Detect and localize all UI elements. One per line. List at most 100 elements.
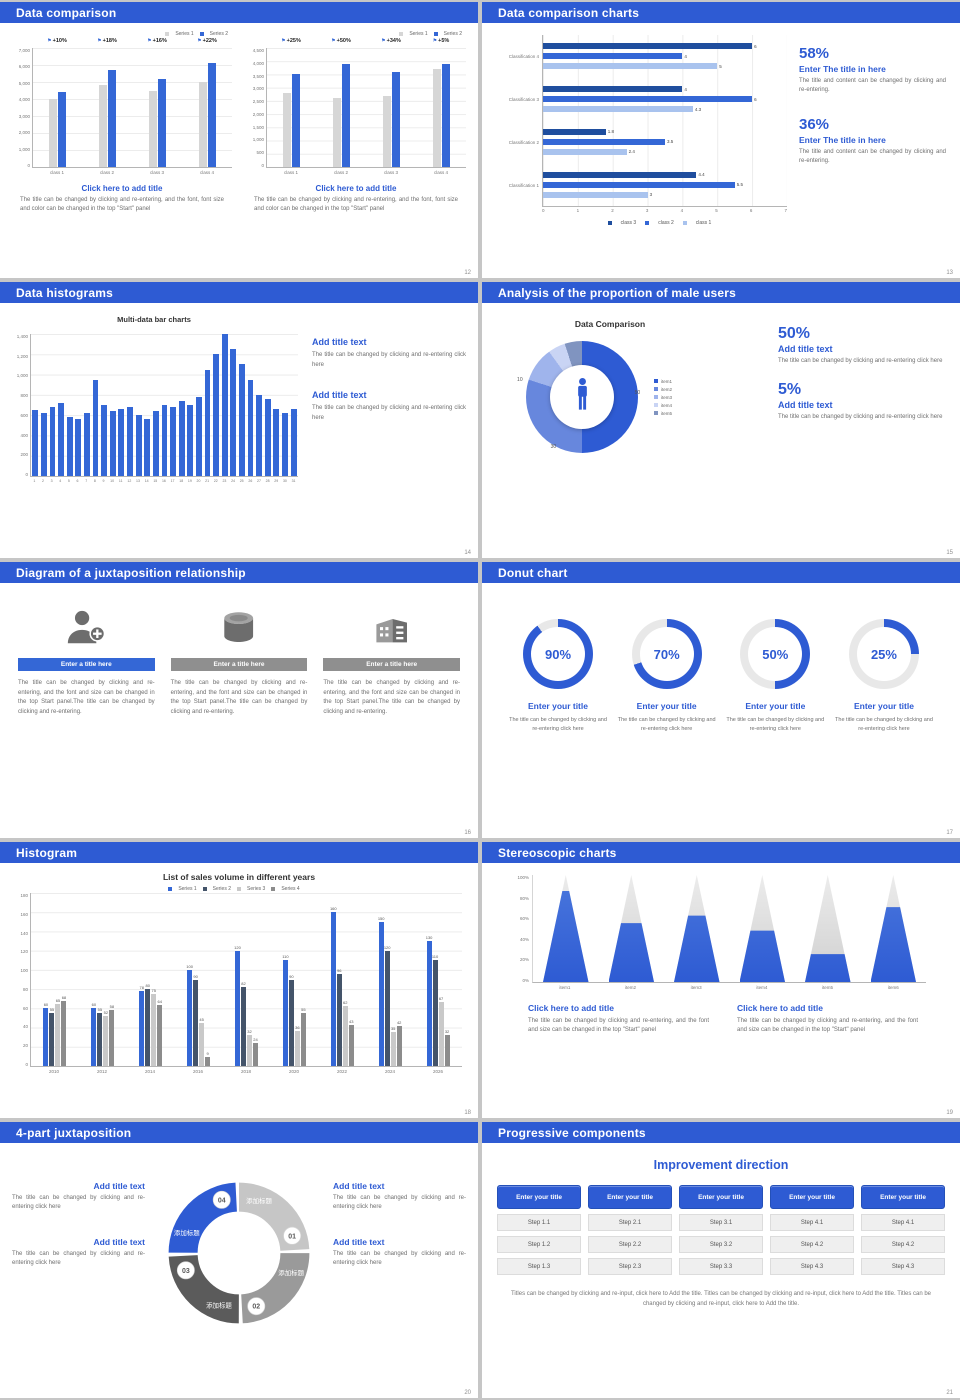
block-title[interactable]: Click here to add title xyxy=(737,1003,823,1013)
step-item[interactable]: Step 4.2 xyxy=(770,1236,854,1253)
block-title[interactable]: Add title text xyxy=(778,399,833,410)
cone-chart[interactable]: 100% 80% 60% 40% 20% 0% item1 item2 item3 item4 it… xyxy=(510,875,926,993)
enter-title-button[interactable]: Enter your title xyxy=(588,1185,672,1209)
block-body[interactable]: The title can be changed by clicking and… xyxy=(333,1195,466,1211)
cone xyxy=(739,875,785,982)
block-body[interactable]: The title can be changed by clicking and… xyxy=(254,197,458,213)
step-item[interactable]: Step 1.3 xyxy=(497,1258,581,1275)
gauge-ring[interactable]: 25% xyxy=(848,619,919,689)
grouped-column-chart[interactable]: Series 1 Series 2 Series 3 Series 4 180 160 14… xyxy=(10,884,462,1076)
block-title[interactable]: Enter The title in here xyxy=(799,64,886,74)
block-body[interactable]: The title can be changed by clicking and… xyxy=(333,1250,466,1266)
block-title[interactable]: Enter your title xyxy=(636,701,697,711)
slide-19-stereoscopic-charts[interactable]: Stereoscopic charts 100% 80% 60% 40% 20% 0% it… xyxy=(482,842,960,1118)
block-title[interactable]: Click here to add title xyxy=(528,1003,614,1013)
step-item[interactable]: Step 3.2 xyxy=(679,1236,763,1253)
block-title[interactable]: Add title text xyxy=(93,1181,145,1191)
step-item[interactable]: Step 1.1 xyxy=(497,1214,581,1231)
block-title[interactable]: Add title text xyxy=(312,337,367,347)
axis-tick: 200 xyxy=(20,452,28,458)
block-body[interactable]: The title and content can be changed by … xyxy=(799,78,946,94)
block-body[interactable]: The title can be changed by clicking and… xyxy=(323,680,461,716)
chart-title[interactable]: List of sales volume in different years xyxy=(162,872,316,882)
block-body[interactable]: The title can be changed by clicking and… xyxy=(18,680,155,716)
step-item[interactable]: Step 4.1 xyxy=(861,1214,945,1231)
slide-18-histogram[interactable]: Histogram List of sales volume in differ… xyxy=(0,842,478,1118)
block-title[interactable]: Enter your title xyxy=(745,701,806,711)
stat-percent[interactable]: 36% xyxy=(799,115,830,133)
step-item[interactable]: Step 4.2 xyxy=(861,1236,945,1253)
grouped-bar-chart-1[interactable]: Series 1 Series 2 7,000 6,000 5,000 4,000 3,00… xyxy=(12,29,232,177)
stat-percent[interactable]: 5% xyxy=(778,380,802,398)
axis-tick: 1,200 xyxy=(16,353,28,359)
title-bar[interactable]: Enter a title here xyxy=(323,658,461,671)
enter-title-button[interactable]: Enter your title xyxy=(861,1185,945,1209)
block-body[interactable]: The title can be changed by clicking and… xyxy=(528,1018,709,1034)
slide-20-4-part-juxtaposition[interactable]: 4-part juxtaposition Add title text The … xyxy=(0,1122,478,1398)
enter-title-button[interactable]: Enter your title xyxy=(679,1185,763,1209)
chart-title[interactable]: Data Comparison xyxy=(574,319,646,329)
slide-21-progressive-components[interactable]: Progressive components Improvement direc… xyxy=(482,1122,960,1398)
block-body[interactable]: The title can be changed by clicking and… xyxy=(726,717,825,732)
grouped-bar-chart-2[interactable]: Series 1 Series 2 4,500 4,000 3,500 3,000 2,50… xyxy=(246,29,466,177)
step-item[interactable]: Step 3.1 xyxy=(679,1214,763,1231)
block-body[interactable]: The title can be changed by clicking and… xyxy=(170,680,308,716)
enter-title-button[interactable]: Enter your title xyxy=(497,1185,581,1209)
block-title[interactable]: Enter your title xyxy=(528,701,588,711)
footnote-text[interactable]: Titles can be changed by clicking and re… xyxy=(510,1291,931,1307)
title-bar[interactable]: Enter a title here xyxy=(18,658,155,671)
slide-title: Donut chart xyxy=(498,565,568,580)
block-body[interactable]: The title can be changed by clicking and… xyxy=(835,717,933,732)
section-heading[interactable]: Improvement direction xyxy=(653,1158,789,1172)
bar-group: 150 120 35 42 xyxy=(366,893,414,1066)
enter-title-button[interactable]: Enter your title xyxy=(770,1185,854,1209)
gauge-ring[interactable]: 70% xyxy=(631,619,702,689)
step-item[interactable]: Step 2.3 xyxy=(588,1258,672,1275)
segmented-ring-diagram[interactable]: 添加标题 01 添加标题 02 添加标题 03 添加标题 04 xyxy=(153,1167,325,1339)
block-title[interactable]: Enter your title xyxy=(853,701,914,711)
slide-17-donut-chart[interactable]: Donut chart 90% Enter your title The title… xyxy=(482,562,960,838)
block-title[interactable]: Add title text xyxy=(93,1236,145,1247)
step-item[interactable]: Step 2.2 xyxy=(588,1236,672,1253)
title-bar[interactable]: Enter a title here xyxy=(170,658,308,671)
block-body[interactable]: The title can be changed by clicking and… xyxy=(12,1250,145,1266)
stat-percent[interactable]: 58% xyxy=(799,45,830,62)
block-body[interactable]: The title can be changed by clicking and… xyxy=(20,197,224,213)
block-title[interactable]: Add title text xyxy=(778,344,833,354)
block-title[interactable]: Add title text xyxy=(312,390,367,401)
block-body[interactable]: The title can be changed by clicking and… xyxy=(312,352,466,368)
step-item[interactable]: Step 4.3 xyxy=(770,1258,854,1275)
block-body[interactable]: The title can be changed by clicking and… xyxy=(737,1018,918,1034)
step-item[interactable]: Step 4.1 xyxy=(770,1214,854,1231)
step-item[interactable]: Step 4.3 xyxy=(861,1258,945,1275)
stat-percent[interactable]: 50% xyxy=(778,325,811,342)
bar-group: 160 96 62 43 xyxy=(318,893,366,1066)
chart-title[interactable]: Multi-data bar charts xyxy=(117,315,191,324)
slide-14-data-histograms[interactable]: Data histograms Multi-data bar charts 1,… xyxy=(0,282,478,558)
block-body[interactable]: The title and content can be changed by … xyxy=(799,148,946,164)
block-body[interactable]: The title can be changed by clicking and… xyxy=(509,717,607,732)
block-title[interactable]: Click here to add title xyxy=(81,184,163,193)
block-title[interactable]: Add title text xyxy=(333,1236,385,1247)
multi-bar-chart[interactable]: 1,400 1,200 1,000 800 600 400 200 0 1 2 3 4 5 6 7 8 9 10 1… xyxy=(10,334,298,486)
horizontal-bar-chart[interactable]: Classification 4 Classification 3 Classifi… xyxy=(492,35,787,247)
gauge-ring[interactable]: 90% xyxy=(523,619,593,689)
gauge-ring[interactable]: 50% xyxy=(740,619,811,689)
legend-swatch xyxy=(654,411,658,415)
block-body[interactable]: The title can be changed by clicking and… xyxy=(617,717,716,732)
block-title[interactable]: Enter The title in here xyxy=(799,134,886,145)
block-title[interactable]: Click here to add title xyxy=(315,184,397,193)
step-item[interactable]: Step 2.1 xyxy=(588,1214,672,1231)
donut-chart-container[interactable]: 50 30 10 xyxy=(500,341,640,453)
slide-15-male-users-proportion[interactable]: Analysis of the proportion of male users… xyxy=(482,282,960,558)
block-body[interactable]: The title can be changed by clicking and… xyxy=(778,358,943,364)
step-item[interactable]: Step 1.2 xyxy=(497,1236,581,1253)
block-body[interactable]: The title can be changed by clicking and… xyxy=(12,1195,145,1211)
step-item[interactable]: Step 3.3 xyxy=(679,1258,763,1275)
block-title[interactable]: Add title text xyxy=(333,1181,385,1191)
slide-12-data-comparison[interactable]: Data comparison Series 1 Series 2 7,000 6,0… xyxy=(0,2,478,278)
slide-16-juxtaposition-diagram[interactable]: Diagram of a juxtaposition relationship … xyxy=(0,562,478,838)
block-body[interactable]: The title can be changed by clicking and… xyxy=(778,413,943,420)
block-body[interactable]: The title can be changed by clicking and… xyxy=(312,405,466,421)
